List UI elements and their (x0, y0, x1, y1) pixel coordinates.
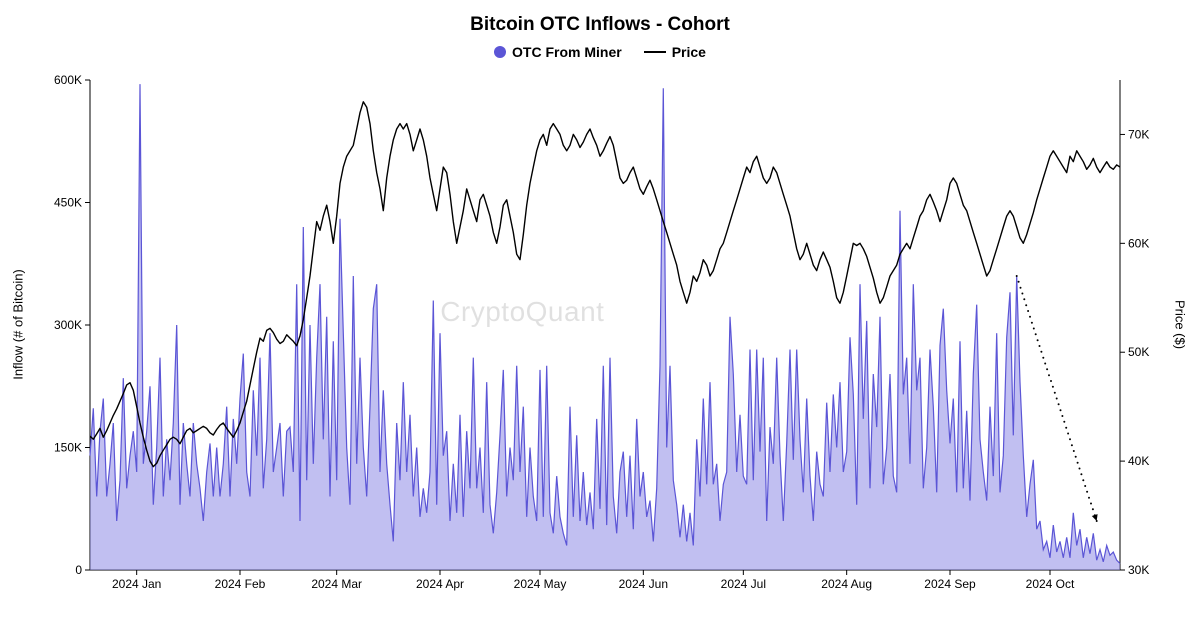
svg-text:60K: 60K (1128, 236, 1149, 250)
svg-text:150K: 150K (54, 441, 82, 455)
svg-text:70K: 70K (1128, 127, 1149, 141)
svg-text:2024 Feb: 2024 Feb (215, 577, 266, 591)
svg-text:2024 May: 2024 May (514, 577, 567, 591)
svg-text:2024 Jul: 2024 Jul (721, 577, 766, 591)
svg-text:300K: 300K (54, 318, 82, 332)
svg-text:30K: 30K (1128, 563, 1149, 577)
chart-container: Bitcoin OTC Inflows - Cohort OTC From Mi… (0, 0, 1200, 628)
svg-text:2024 Jan: 2024 Jan (112, 577, 161, 591)
svg-text:2024 Sep: 2024 Sep (924, 577, 976, 591)
svg-text:2024 Aug: 2024 Aug (821, 577, 872, 591)
svg-text:450K: 450K (54, 196, 82, 210)
svg-text:2024 Mar: 2024 Mar (311, 577, 362, 591)
svg-text:50K: 50K (1128, 345, 1149, 359)
chart-plot: 0 150K 300K 450K 600K 30K 40K 50K 60K 70K 2024 Jan… (0, 0, 1200, 628)
svg-text:2024 Jun: 2024 Jun (619, 577, 668, 591)
svg-text:40K: 40K (1128, 454, 1149, 468)
svg-text:2024 Oct: 2024 Oct (1026, 577, 1075, 591)
svg-text:0: 0 (75, 563, 82, 577)
svg-text:600K: 600K (54, 73, 82, 87)
svg-text:2024 Apr: 2024 Apr (416, 577, 464, 591)
